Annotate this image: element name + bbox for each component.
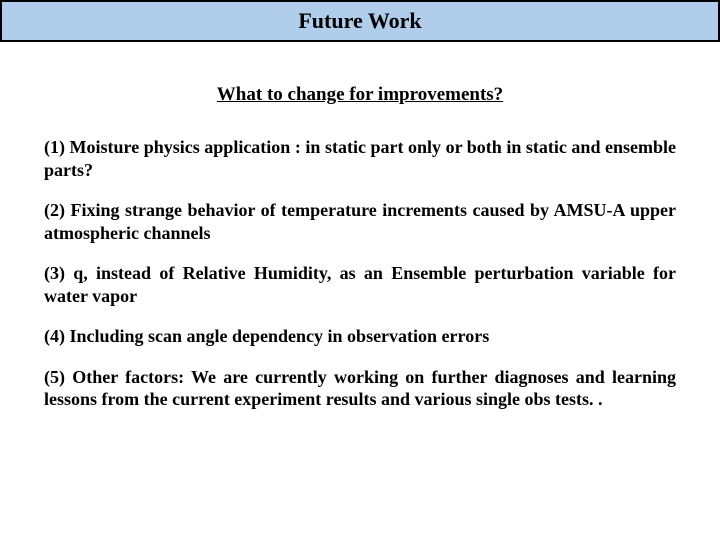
list-item: (5) Other factors: We are currently work… [44, 366, 676, 411]
list-item: (1) Moisture physics application : in st… [44, 136, 676, 181]
list-item: (3) q, instead of Relative Humidity, as … [44, 262, 676, 307]
title-bar: Future Work [0, 0, 720, 42]
list-item: (2) Fixing strange behavior of temperatu… [44, 199, 676, 244]
content-area: What to change for improvements? (1) Moi… [0, 42, 720, 411]
subtitle: What to change for improvements? [44, 84, 676, 106]
list-item: (4) Including scan angle dependency in o… [44, 325, 676, 348]
slide-title: Future Work [298, 8, 421, 34]
